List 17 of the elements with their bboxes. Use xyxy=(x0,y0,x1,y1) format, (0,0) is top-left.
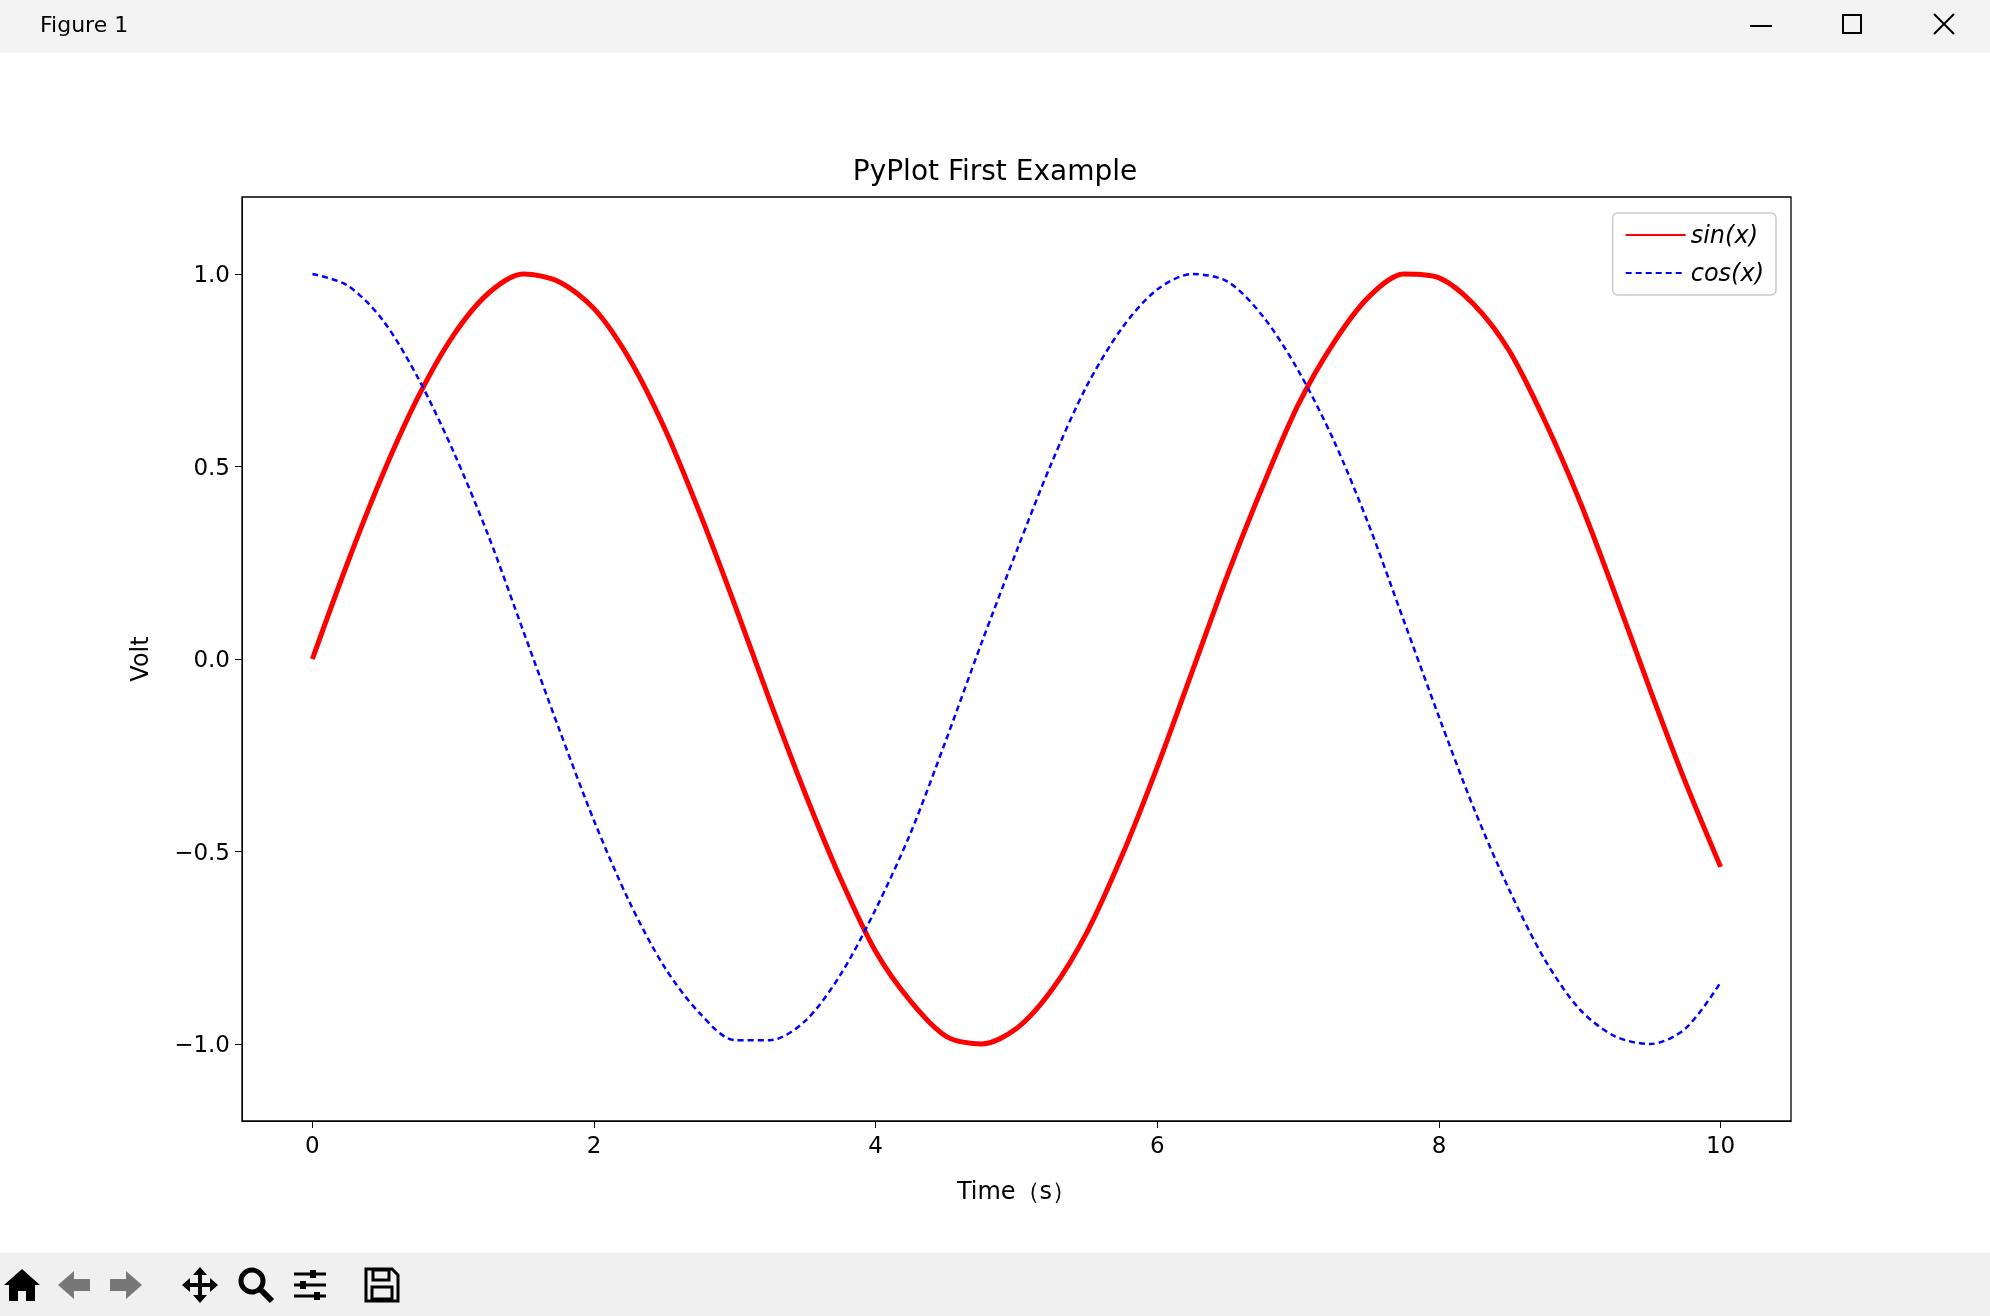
y-axis-title: Volt xyxy=(126,636,154,682)
x-tick-label: 8 xyxy=(1431,1131,1447,1158)
x-tick-label: 0 xyxy=(305,1131,320,1158)
x-tick-label: 2 xyxy=(586,1131,602,1158)
y-tick-label: −0.5 xyxy=(174,838,230,865)
chart-title: PyPlot First Example xyxy=(852,153,1138,187)
caption: Figure 1 xyxy=(40,12,129,37)
x-tick-label: 6 xyxy=(1150,1131,1165,1158)
y-tick-label: 0.0 xyxy=(193,646,230,672)
y-tick-label: −1.0 xyxy=(174,1031,230,1057)
y-tick-label: 0.5 xyxy=(193,453,230,480)
legend-label: cos(x) xyxy=(1690,259,1764,287)
legend-label: sin(x) xyxy=(1690,221,1758,249)
x-tick-label: 10 xyxy=(1705,1131,1736,1158)
x-axis-title: Time（s） xyxy=(955,1177,1077,1205)
x-tick-label: 4 xyxy=(868,1131,883,1158)
y-tick-label: 1.0 xyxy=(193,261,230,287)
